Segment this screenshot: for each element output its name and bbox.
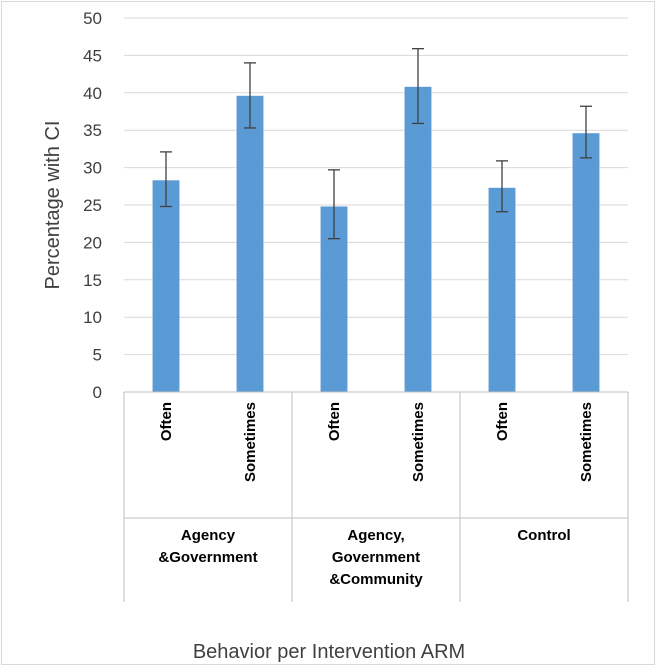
y-tick-label: 50 bbox=[83, 9, 102, 28]
y-tick-label: 15 bbox=[83, 271, 102, 290]
group-label-line: Agency, bbox=[347, 527, 404, 544]
y-tick-label: 20 bbox=[83, 233, 102, 252]
x-tick-label: Sometimes bbox=[242, 402, 259, 482]
gridlines bbox=[124, 17, 628, 356]
y-tick-label: 40 bbox=[83, 84, 102, 103]
group-label-line: Agency bbox=[181, 527, 236, 544]
x-tick-label: Sometimes bbox=[410, 402, 427, 482]
y-axis-ticks: 0 5 10 15 20 25 30 35 40 45 50 bbox=[83, 9, 102, 402]
group-label-line: Control bbox=[517, 527, 570, 544]
y-tick-label: 10 bbox=[83, 308, 102, 327]
bars bbox=[152, 86, 600, 393]
group-label-line: Government bbox=[332, 549, 420, 566]
y-tick-label: 45 bbox=[83, 46, 102, 65]
group-label: Agency, Government &Community bbox=[329, 527, 423, 588]
x-axis: Often Sometimes Agency &Government Often Some… bbox=[123, 391, 629, 602]
bar bbox=[572, 133, 600, 392]
y-tick-label: 30 bbox=[83, 159, 102, 178]
y-tick-label: 5 bbox=[93, 346, 102, 365]
bar bbox=[152, 180, 180, 392]
group-label-line: &Community bbox=[329, 571, 423, 588]
x-axis-title: Behavior per Intervention ARM bbox=[193, 641, 465, 663]
y-tick-label: 25 bbox=[83, 196, 102, 215]
x-tick-label: Often bbox=[158, 402, 175, 441]
group-label: Control bbox=[517, 527, 570, 544]
bar bbox=[236, 95, 264, 393]
y-axis-title: Percentage with CI bbox=[42, 121, 64, 290]
x-tick-label: Sometimes bbox=[578, 402, 595, 482]
bar bbox=[404, 86, 432, 392]
group-label: Agency &Government bbox=[158, 527, 257, 566]
bar bbox=[488, 187, 516, 392]
x-tick-label: Often bbox=[494, 402, 511, 441]
y-tick-label: 35 bbox=[83, 121, 102, 140]
error-bars bbox=[160, 48, 592, 240]
y-tick-label: 0 bbox=[93, 383, 102, 402]
x-tick-label: Often bbox=[326, 402, 343, 441]
group-label-line: &Government bbox=[158, 549, 257, 566]
